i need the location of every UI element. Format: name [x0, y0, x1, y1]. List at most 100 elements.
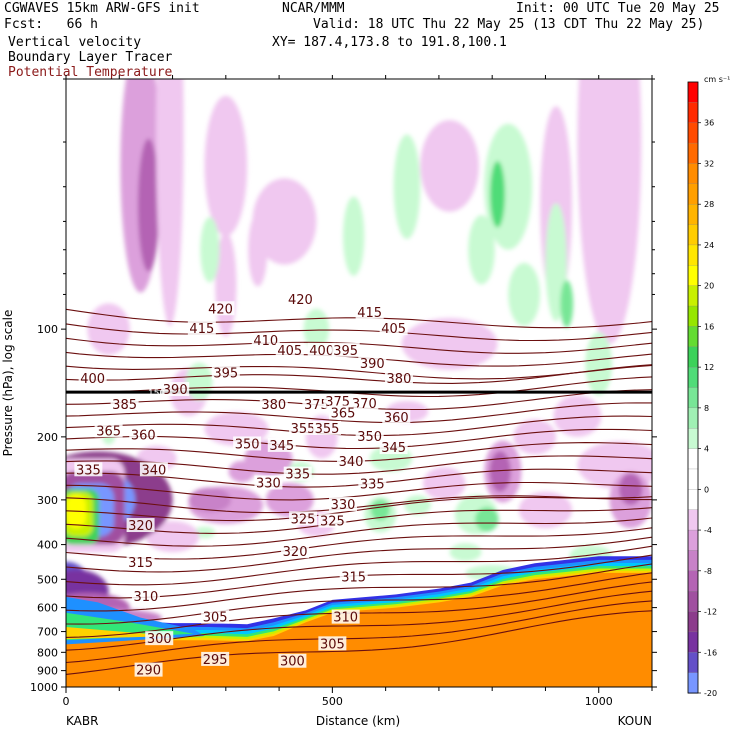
colorbar-swatch [687, 387, 699, 409]
field-boundary-layer-tracer: Boundary Layer Tracer [8, 50, 173, 65]
colorbar-swatch [687, 265, 699, 287]
y-tick-label: 400 [37, 539, 58, 552]
theta-label: 305 [203, 611, 228, 626]
theta-label: 400 [309, 344, 334, 359]
theta-label: 315 [341, 571, 366, 586]
colorbar-swatch [687, 204, 699, 226]
theta-label: 330 [331, 498, 356, 513]
colorbar-swatch [687, 326, 699, 348]
theta-label: 390 [360, 357, 385, 372]
y-tick-label: 1000 [30, 681, 58, 694]
colorbar-swatch [687, 570, 699, 592]
colorbar-swatch [687, 652, 699, 674]
theta-label: 415 [189, 322, 214, 337]
colorbar-swatch [687, 448, 699, 470]
colorbar-swatch [687, 122, 699, 144]
valid-time: Valid: 18 UTC Thu 22 May 25 (13 CDT Thu … [313, 17, 705, 32]
colorbar-swatch [687, 509, 699, 531]
init-time: Init: 00 UTC Tue 20 May 25 [516, 1, 720, 16]
theta-label: 335 [76, 463, 101, 478]
theta-label: 360 [131, 428, 156, 443]
colorbar-tick-label: 8 [704, 404, 709, 413]
plot-frame [65, 78, 653, 688]
theta-label: 380 [261, 398, 286, 413]
theta-label: 335 [285, 468, 310, 483]
x-endpoint-left: KABR [66, 714, 98, 728]
field-vertical-velocity: Vertical velocity [8, 35, 142, 50]
colorbar-tick-label: 20 [704, 282, 714, 291]
theta-label: 320 [283, 545, 308, 560]
colorbar-tick-label: 16 [704, 322, 714, 331]
x-endpoint-right: KOUN [618, 714, 652, 728]
colorbar-tick-label: -12 [704, 608, 717, 617]
theta-label: 335 [360, 478, 385, 493]
colorbar-swatch [687, 591, 699, 613]
colorbar-swatch [687, 468, 699, 490]
tropopause-label: 150 [148, 389, 165, 399]
colorbar-swatch [687, 102, 699, 124]
theta-label: 350 [235, 437, 260, 452]
colorbar-tick-label: -20 [704, 689, 717, 698]
y-tick-label: 900 [37, 665, 58, 678]
colorbar-swatch [687, 142, 699, 165]
theta-label: 405 [381, 322, 406, 337]
colorbar-swatch [687, 366, 699, 389]
colorbar-swatch [687, 285, 699, 307]
potential-temperature-contours [66, 308, 652, 675]
colorbar-swatch [687, 305, 699, 328]
theta-label: 395 [213, 366, 238, 381]
plot-area: 4204204154154104054054004003953953903903… [66, 79, 652, 687]
colorbar-tick-label: 28 [704, 200, 714, 209]
theta-label: 405 [277, 344, 302, 359]
theta-label: 400 [80, 372, 105, 387]
colorbar-swatch [687, 407, 699, 429]
y-axis-title: Pressure (hPa), log scale [1, 310, 15, 457]
theta-label: 395 [333, 344, 358, 359]
axes: 100 200 300 400 500 600 700 800 900 1000 0 500 1000 [30, 75, 657, 708]
potential-temperature-labels: 4204204154154104054054004003953953903903… [74, 292, 413, 679]
colorbar-tick-label: -4 [704, 526, 712, 535]
y-tick-label: 300 [37, 494, 58, 507]
colorbar-swatch [687, 611, 699, 633]
colorbar-swatch [687, 631, 699, 653]
theta-label: 420 [208, 302, 233, 317]
theta-label: 380 [387, 372, 412, 387]
colorbar-tick-label: 12 [704, 363, 714, 372]
y-tick-label: 200 [37, 431, 58, 444]
cross-section-endpoints: XY= 187.4,173.8 to 191.8,100.1 [272, 35, 507, 50]
theta-label: 330 [256, 477, 281, 492]
theta-label: 325 [320, 515, 345, 530]
colorbar-tick-label: 0 [704, 485, 709, 494]
x-tick-label: 1000 [585, 695, 613, 708]
theta-label: 360 [384, 411, 409, 426]
forecast-hour: Fcst: 66 h [4, 17, 98, 32]
x-axis-title: Distance (km) [316, 714, 400, 728]
colorbar-swatch [687, 163, 699, 185]
colorbar-tick-label: 4 [704, 445, 709, 454]
theta-label: 420 [288, 293, 313, 308]
colorbar-swatch [687, 244, 699, 266]
theta-label: 385 [112, 398, 137, 413]
theta-label: 300 [147, 632, 172, 647]
y-tick-label: 500 [37, 573, 58, 586]
colorbar-swatch [687, 224, 699, 246]
colorbar-tick-label: -16 [704, 648, 717, 657]
theta-label: 340 [339, 455, 364, 470]
colorbar-swatch [687, 550, 699, 572]
colorbar-units: cm s⁻¹ [704, 75, 730, 84]
theta-label: 365 [331, 406, 356, 421]
theta-label: 340 [141, 463, 166, 478]
x-tick-label: 0 [63, 695, 70, 708]
theta-label: 320 [128, 519, 153, 534]
theta-label: 305 [320, 637, 345, 652]
organization-label: NCAR/MMM [282, 1, 345, 16]
y-tick-label: 800 [37, 646, 58, 659]
y-tick-label: 700 [37, 626, 58, 639]
colorbar-tick-label: 24 [704, 241, 714, 250]
theta-label: 315 [128, 556, 153, 571]
theta-label: 355 [315, 422, 340, 437]
theta-label: 310 [333, 611, 358, 626]
colorbar-swatch [687, 428, 699, 450]
colorbar-swatch [687, 529, 699, 552]
